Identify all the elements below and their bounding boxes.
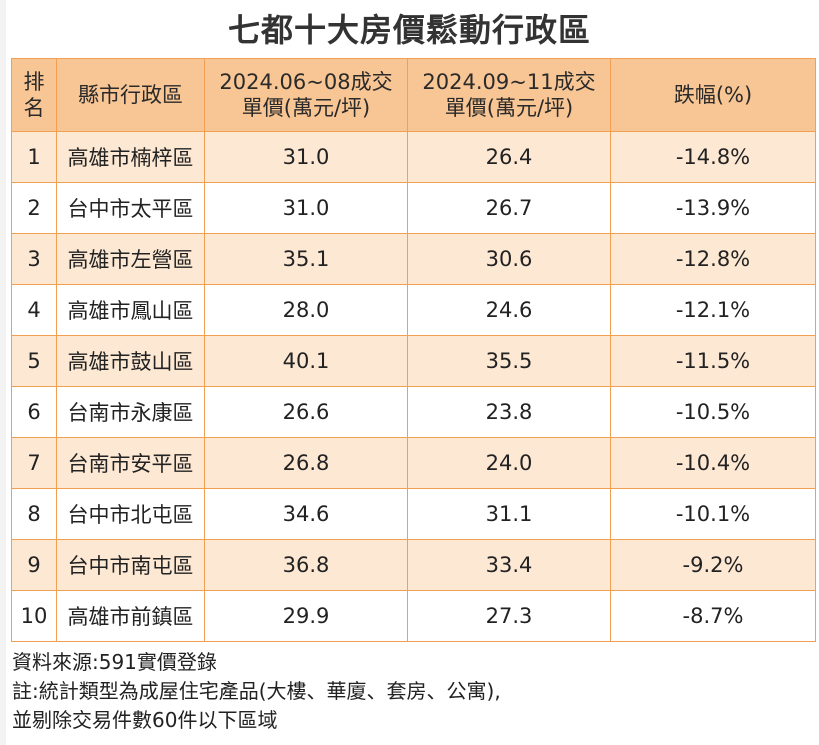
header-rank-line-1: 排	[23, 70, 45, 94]
period-1-price-cell: 26.6	[204, 386, 408, 438]
rank-cell: 4	[11, 284, 57, 336]
district-cell: 台南市安平區	[56, 437, 205, 489]
period-2-price-cell: 31.1	[407, 488, 611, 540]
table-header-row: 排 名 縣市行政區 2024.06~08成交 單價(萬元/坪) 2024.09~…	[11, 58, 816, 132]
district-cell: 台中市太平區	[56, 182, 205, 234]
rank-cell: 8	[11, 488, 57, 540]
header-change: 跌幅(%)	[610, 58, 816, 132]
period-1-price-cell: 31.0	[204, 182, 408, 234]
header-period-2: 2024.09~11成交 單價(萬元/坪)	[407, 58, 611, 132]
page-title: 七都十大房價鬆動行政區	[227, 11, 591, 49]
change-cell: -10.1%	[610, 488, 816, 540]
period-2-price-cell: 23.8	[407, 386, 611, 438]
period-2-price-cell: 27.3	[407, 590, 611, 642]
district-cell: 高雄市鳳山區	[56, 284, 205, 336]
header-period-1-line-2: 單價(萬元/坪)	[241, 96, 371, 120]
change-cell: -14.8%	[610, 131, 816, 183]
rank-cell: 2	[11, 182, 57, 234]
period-2-price-cell: 35.5	[407, 335, 611, 387]
rank-cell: 7	[11, 437, 57, 489]
period-1-price-cell: 35.1	[204, 233, 408, 285]
header-rank-line-2: 名	[23, 96, 45, 120]
district-cell: 台中市北屯區	[56, 488, 205, 540]
period-1-price-cell: 36.8	[204, 539, 408, 591]
table-row: 6 台南市永康區 26.6 23.8 -10.5%	[11, 386, 816, 438]
district-cell: 台南市永康區	[56, 386, 205, 438]
period-2-price-cell: 30.6	[407, 233, 611, 285]
change-cell: -10.4%	[610, 437, 816, 489]
period-1-price-cell: 40.1	[204, 335, 408, 387]
period-1-price-cell: 29.9	[204, 590, 408, 642]
exclusion-note: 並剔除交易件數60件以下區域	[12, 708, 278, 732]
footer-notes: 資料來源:591實價登錄 註:統計類型為成屋住宅產品(大樓、華廈、套房、公寓),…	[12, 648, 812, 735]
period-1-price-cell: 34.6	[204, 488, 408, 540]
district-cell: 高雄市左營區	[56, 233, 205, 285]
header-period-2-line-1: 2024.09~11成交	[422, 70, 596, 94]
change-cell: -8.7%	[610, 590, 816, 642]
rank-cell: 1	[11, 131, 57, 183]
period-2-price-cell: 33.4	[407, 539, 611, 591]
period-1-price-cell: 28.0	[204, 284, 408, 336]
header-period-1-line-1: 2024.06~08成交	[219, 70, 393, 94]
rank-cell: 6	[11, 386, 57, 438]
rank-cell: 10	[11, 590, 57, 642]
rank-cell: 9	[11, 539, 57, 591]
data-source-note: 資料來源:591實價登錄	[12, 650, 217, 674]
table-row: 4 高雄市鳳山區 28.0 24.6 -12.1%	[11, 284, 816, 336]
change-cell: -12.8%	[610, 233, 816, 285]
change-cell: -11.5%	[610, 335, 816, 387]
change-cell: -9.2%	[610, 539, 816, 591]
period-1-price-cell: 26.8	[204, 437, 408, 489]
rank-cell: 5	[11, 335, 57, 387]
district-cell: 高雄市楠梓區	[56, 131, 205, 183]
district-cell: 高雄市前鎮區	[56, 590, 205, 642]
left-edge-strip	[0, 0, 6, 745]
price-drop-table: 排 名 縣市行政區 2024.06~08成交 單價(萬元/坪) 2024.09~…	[11, 58, 816, 642]
header-rank: 排 名	[11, 58, 57, 132]
change-cell: -13.9%	[610, 182, 816, 234]
table-row: 2 台中市太平區 31.0 26.7 -13.9%	[11, 182, 816, 234]
district-cell: 台中市南屯區	[56, 539, 205, 591]
statistics-note: 註:統計類型為成屋住宅產品(大樓、華廈、套房、公寓),	[12, 679, 501, 703]
table-row: 9 台中市南屯區 36.8 33.4 -9.2%	[11, 539, 816, 591]
header-period-2-line-2: 單價(萬元/坪)	[444, 96, 574, 120]
period-2-price-cell: 26.4	[407, 131, 611, 183]
header-district: 縣市行政區	[56, 58, 205, 132]
period-2-price-cell: 24.6	[407, 284, 611, 336]
table-row: 3 高雄市左營區 35.1 30.6 -12.8%	[11, 233, 816, 285]
table-row: 7 台南市安平區 26.8 24.0 -10.4%	[11, 437, 816, 489]
district-cell: 高雄市鼓山區	[56, 335, 205, 387]
period-2-price-cell: 24.0	[407, 437, 611, 489]
change-cell: -12.1%	[610, 284, 816, 336]
header-period-1: 2024.06~08成交 單價(萬元/坪)	[204, 58, 408, 132]
rank-cell: 3	[11, 233, 57, 285]
period-2-price-cell: 26.7	[407, 182, 611, 234]
table-row: 8 台中市北屯區 34.6 31.1 -10.1%	[11, 488, 816, 540]
table-row: 10 高雄市前鎮區 29.9 27.3 -8.7%	[11, 590, 816, 642]
period-1-price-cell: 31.0	[204, 131, 408, 183]
change-cell: -10.5%	[610, 386, 816, 438]
table-row: 5 高雄市鼓山區 40.1 35.5 -11.5%	[11, 335, 816, 387]
table-row: 1 高雄市楠梓區 31.0 26.4 -14.8%	[11, 131, 816, 183]
